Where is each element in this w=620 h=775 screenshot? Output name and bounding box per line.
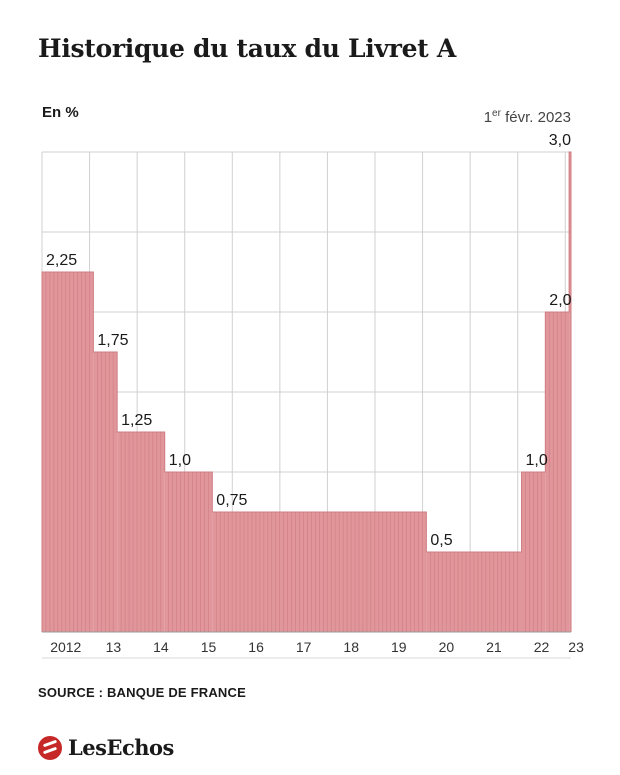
- rate-step-chart: 2,25 1,75 1,25 1,0 0,75 0,5 1,0 2,0 3,0 2012 13 14 1…: [41, 132, 584, 659]
- les-echos-logo-text: LesEchos: [68, 735, 174, 760]
- date-annotation-day: 1: [483, 109, 493, 126]
- x-tick-label: 22: [534, 639, 550, 655]
- rate-step-bar: [42, 272, 94, 632]
- value-label: 1,25: [121, 412, 152, 429]
- x-tick-label: 14: [153, 639, 169, 655]
- value-label: 3,0: [549, 132, 571, 149]
- x-tick-label: 17: [296, 639, 312, 655]
- value-label: 2,25: [46, 252, 77, 269]
- x-tick-label: 23: [568, 639, 584, 655]
- x-tick-label: 19: [391, 639, 407, 655]
- value-label: 1,75: [97, 332, 128, 349]
- les-echos-logo-icon: [38, 735, 62, 760]
- value-label: 0,5: [430, 532, 452, 549]
- x-tick-label: 2012: [50, 639, 81, 655]
- x-tick-label: 18: [343, 639, 359, 655]
- date-annotation-month: févr. 2023: [500, 109, 571, 126]
- date-annotation-sup: er: [492, 108, 501, 119]
- value-label: 0,75: [216, 492, 247, 509]
- x-tick-label: 21: [486, 639, 502, 655]
- rate-step-outline: [41, 151, 572, 632]
- source-note: SOURCE : BANQUE DE FRANCE: [38, 685, 246, 700]
- value-label: 1,0: [526, 452, 548, 469]
- value-label: 1,0: [169, 452, 191, 469]
- rate-step-bar: [569, 152, 571, 632]
- x-tick-label: 15: [201, 639, 217, 655]
- date-annotation: 1er févr. 2023: [484, 108, 571, 126]
- chart-title: Historique du taux du Livret A: [38, 34, 456, 63]
- x-tick-label: 13: [106, 639, 122, 655]
- x-tick-label: 16: [248, 639, 264, 655]
- y-axis-unit-label: En %: [42, 104, 79, 121]
- value-label: 2,0: [549, 292, 571, 309]
- x-tick-label: 20: [439, 639, 455, 655]
- les-echos-logo: LesEchos: [38, 735, 174, 760]
